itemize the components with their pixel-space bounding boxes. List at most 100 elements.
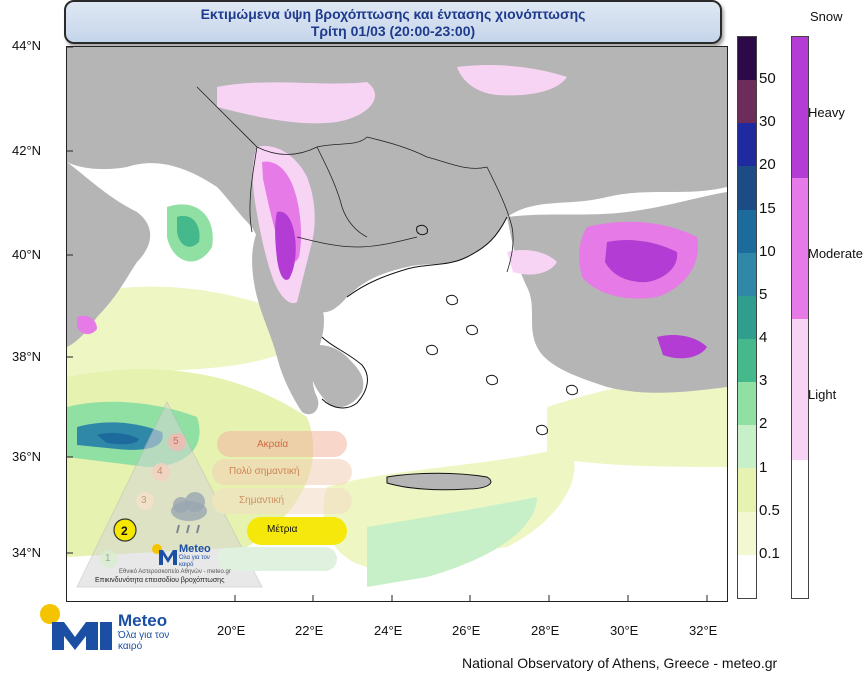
snow-legend-title: Snow (810, 9, 843, 24)
snow-colorbar-segment (792, 37, 808, 178)
island-outline (536, 424, 548, 436)
lon-tick: 30°E (610, 623, 639, 638)
lon-tick: 28°E (531, 623, 560, 638)
coastline (321, 336, 368, 409)
snow-area-light (457, 65, 567, 96)
snow-area-heavy (605, 240, 678, 283)
hazard-level-label: Ακραία (257, 439, 289, 450)
hazard-level-number: 5 (173, 436, 179, 447)
rain-colorbar-segment (738, 382, 756, 426)
hazard-level-active-badge (113, 518, 137, 542)
snow-colorbar-segment (792, 319, 808, 460)
meteo-logo-icon (40, 604, 112, 650)
hazard-level-number: 3 (141, 495, 147, 506)
rain-colorbar (737, 36, 757, 599)
hazard-level-number-active: 2 (121, 524, 128, 538)
rain-colorbar-label: 20 (759, 156, 776, 174)
rain-colorbar-segment (738, 209, 756, 253)
rain-colorbar-segment (738, 511, 756, 555)
rain-colorbar-label: 0.5 (759, 501, 780, 519)
logo-text: Meteo (118, 611, 168, 630)
snow-label-moderate: Moderate (808, 246, 863, 261)
country-border (366, 136, 488, 169)
rain-colorbar-segment (738, 80, 756, 124)
country-border (316, 146, 368, 238)
rain-colorbar-segment (738, 425, 756, 469)
lon-tick: 20°E (217, 623, 246, 638)
country-border (196, 86, 368, 155)
overlay-org-text: Εθνικό Αστεροσκοπείο Αθηνών - meteo.gr (119, 569, 231, 575)
logo-subtitle: Όλα για τον καιρό (118, 630, 170, 652)
island-outline (486, 374, 498, 386)
lat-tick: 34°N (12, 545, 42, 560)
rain-area-moderate (367, 497, 537, 587)
footer-credit: National Observatory of Athens, Greece -… (462, 655, 778, 671)
hazard-level-badge (168, 433, 186, 451)
island-outline (566, 384, 578, 396)
rain-colorbar-label: 50 (759, 70, 776, 88)
snow-area-heavy (275, 211, 296, 280)
snow-area-light (217, 82, 376, 124)
lon-tick: 22°E (295, 623, 324, 638)
snow-colorbar (791, 36, 809, 599)
country-border (296, 236, 418, 248)
land-peloponnese (307, 345, 364, 408)
rain-cloud-icon (171, 492, 207, 534)
lat-tick: 36°N (12, 449, 42, 464)
hazard-level-badge (100, 550, 118, 568)
overlay-logo-text: Meteo (179, 543, 211, 555)
land-balkans (67, 47, 727, 313)
rain-colorbar-segment (738, 37, 756, 81)
snow-colorbar-segment (792, 460, 808, 598)
rain-colorbar-label: 0.1 (759, 544, 780, 562)
rain-colorbar-segment (738, 166, 756, 210)
hazard-level-badge (152, 463, 170, 481)
map-subtitle: Τρίτη 01/03 (20:00-23:00) (310, 23, 476, 39)
rain-colorbar-label: 1 (759, 458, 768, 476)
rain-colorbar-segment (738, 252, 756, 296)
land-greece-west (252, 232, 324, 415)
lat-tick: 44°N (12, 38, 42, 53)
rain-colorbar-label: 10 (759, 242, 776, 260)
island-outline (426, 344, 438, 356)
rain-colorbar-label: 15 (759, 199, 776, 217)
rain-colorbar-segment (738, 338, 756, 383)
snow-area-heavy (657, 335, 707, 359)
precipitation-map: Ακραία Πολύ σημαντική Σημαντική Μέτρια 5… (66, 46, 728, 602)
land-italy (67, 162, 151, 347)
rain-colorbar-label: 30 (759, 113, 776, 131)
rain-colorbar-segment (738, 554, 756, 598)
rain-area-light (67, 286, 297, 377)
overlay-caption: Επικινδυνότητα επεισοδίου βροχόπτωσης (95, 577, 225, 584)
lat-tick: 40°N (12, 247, 42, 262)
lon-tick: 32°E (689, 623, 718, 638)
snow-label-light: Light (808, 387, 837, 402)
overlay-logo-icon (152, 544, 177, 565)
map-title: Εκτιμώμενα ύψη βροχόπτωσης και έντασης χ… (200, 6, 586, 22)
hazard-level-label: Πολύ σημαντική (229, 466, 300, 477)
country-border (249, 146, 258, 233)
country-border (486, 166, 514, 273)
island-outline (446, 294, 458, 306)
rain-area-moderate (177, 215, 200, 247)
snow-area-light (507, 250, 557, 275)
snow-area-moderate (77, 315, 97, 335)
rain-colorbar-label: 4 (759, 329, 768, 347)
rain-colorbar-label: 3 (759, 372, 768, 390)
rain-colorbar-segment (738, 123, 756, 167)
rain-colorbar-label: 2 (759, 415, 768, 433)
lon-tick: 26°E (452, 623, 481, 638)
rain-area-heavy (97, 432, 139, 445)
hazard-level-label-active: Μέτρια (267, 524, 298, 535)
hazard-level-badge (136, 492, 154, 510)
land-crete (387, 473, 491, 490)
lat-tick: 38°N (12, 349, 42, 364)
snow-colorbar-segment (792, 178, 808, 319)
coastline (346, 216, 508, 298)
overlay-logo-sub: Όλα για τον καιρό (179, 555, 210, 568)
snow-label-heavy: Heavy (808, 105, 845, 120)
rain-area-light (547, 367, 727, 467)
lat-tick: 42°N (12, 143, 42, 158)
hazard-level-label: Σημαντική (239, 495, 285, 506)
rain-colorbar-label: 5 (759, 285, 768, 303)
